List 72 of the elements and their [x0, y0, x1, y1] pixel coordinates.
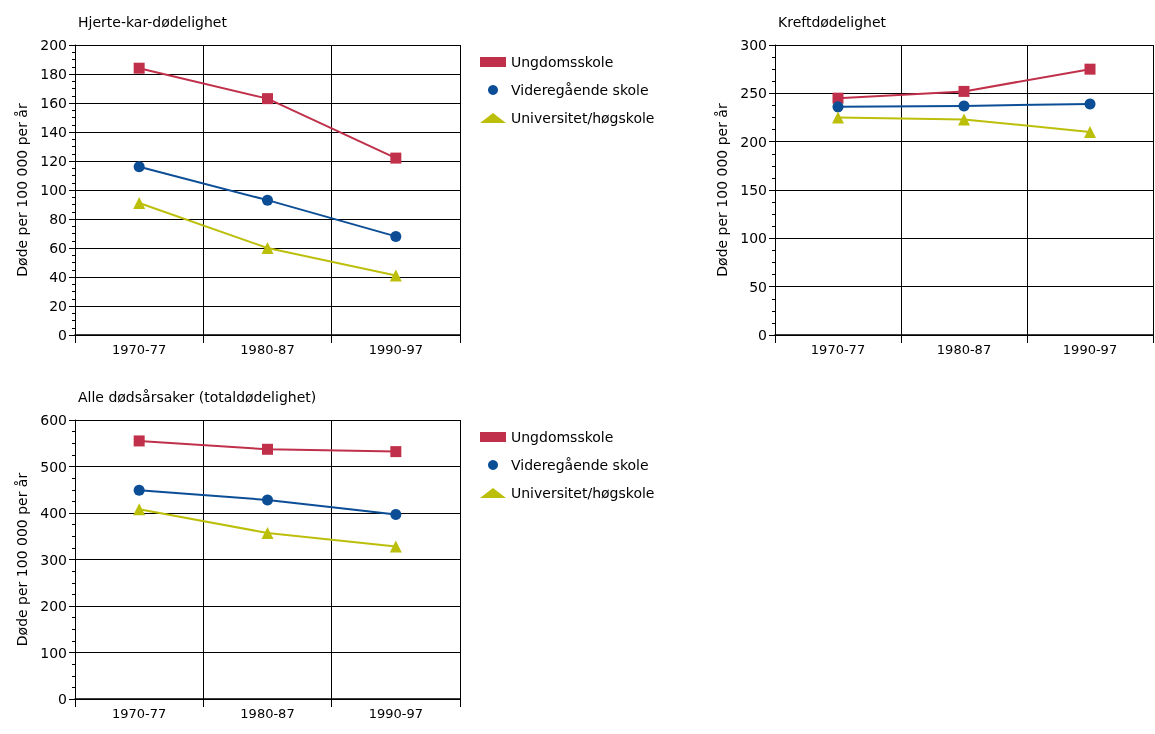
legend-label: Videregående skole	[511, 457, 649, 473]
x-tick-label: 1990-97	[368, 342, 423, 357]
point	[390, 446, 402, 458]
point	[390, 152, 402, 164]
y-tick-label: 40	[49, 269, 67, 285]
point	[389, 269, 402, 282]
point	[133, 62, 145, 74]
point	[262, 494, 273, 506]
y-tick-label: 200	[40, 37, 67, 53]
point	[262, 443, 273, 455]
y-tick-label: 140	[40, 124, 67, 140]
y-tick-label: 100	[40, 644, 67, 661]
y-tick-label: 0	[58, 327, 67, 343]
x-tick-label: 1970-77	[810, 342, 866, 357]
legend-label: Universitet/høgskole	[511, 485, 655, 501]
y-tick-label: 180	[40, 66, 67, 82]
y-tick-label: 100	[40, 182, 67, 198]
y-tick-label: 80	[49, 211, 67, 227]
y-tick-label: 200	[40, 598, 67, 614]
chart-title: Kreftdødelighet	[778, 14, 887, 30]
y-tick-label: 160	[40, 95, 67, 111]
y-tick-label: 300	[40, 551, 67, 568]
point	[390, 508, 402, 520]
point	[133, 161, 145, 173]
y-tick-label: 120	[40, 153, 67, 169]
y-axis-title: Døde per 100 000 per år	[14, 472, 31, 647]
point	[262, 93, 273, 105]
y-tick-label: 300	[740, 37, 767, 53]
legend-label: Ungdomsskole	[511, 54, 614, 70]
y-tick-label: 250	[740, 85, 767, 102]
x-tick-label: 1980-87	[240, 342, 295, 357]
y-tick-label: 100	[740, 230, 767, 247]
x-tick-label: 1980-87	[936, 342, 992, 357]
y-tick-label: 200	[740, 133, 767, 150]
x-tick-label: 1990-97	[368, 706, 423, 721]
point	[832, 111, 844, 124]
y-tick-label: 150	[740, 182, 767, 198]
chart-title: Alle dødsårsaker (totaldødelighet)	[78, 389, 317, 405]
point	[1084, 63, 1096, 75]
legend-label: Universitet/høgskole	[511, 110, 655, 126]
point	[1084, 126, 1096, 138]
point	[389, 540, 402, 553]
y-axis-title: Døde per 100 000 per år	[714, 103, 731, 277]
point	[958, 85, 970, 97]
y-tick-label: 60	[49, 240, 67, 256]
point	[133, 197, 146, 210]
y-tick-label: 400	[40, 505, 67, 521]
point	[262, 194, 273, 206]
x-tick-label: 1990-97	[1062, 342, 1118, 357]
x-tick-label: 1970-77	[112, 342, 167, 357]
y-tick-label: 0	[58, 691, 67, 707]
x-tick-label: 1980-87	[240, 706, 295, 721]
point	[133, 484, 145, 496]
y-tick-label: 600	[40, 412, 67, 428]
point	[832, 101, 844, 113]
point	[958, 113, 970, 126]
y-tick-label: 500	[40, 458, 67, 475]
point	[261, 526, 274, 539]
point	[958, 100, 970, 112]
point	[261, 242, 274, 254]
y-axis-title: Døde per 100 000 per år	[14, 103, 31, 277]
y-tick-label: 0	[758, 327, 767, 343]
point	[133, 503, 146, 516]
y-tick-label: 20	[49, 298, 67, 314]
legend-label: Ungdomsskole	[511, 429, 614, 445]
chart-title: Hjerte-kar-dødelighet	[78, 14, 228, 30]
point	[1084, 98, 1096, 110]
point	[133, 435, 145, 447]
x-tick-label: 1970-77	[112, 706, 167, 721]
y-tick-label: 50	[749, 278, 767, 295]
point	[390, 230, 402, 242]
legend-label: Videregående skole	[511, 82, 649, 98]
